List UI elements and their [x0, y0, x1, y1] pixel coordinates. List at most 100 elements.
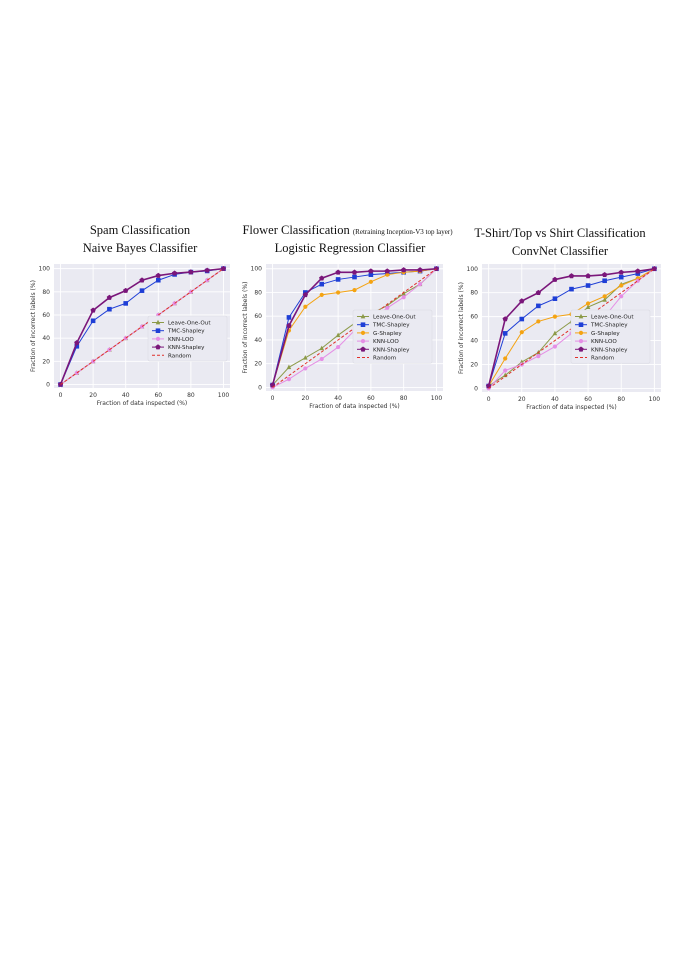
- x-tick-label: 20: [89, 392, 97, 399]
- legend-marker: [578, 313, 584, 319]
- data-point: [536, 303, 541, 309]
- data-point: [171, 270, 178, 276]
- legend-marker: [360, 322, 366, 327]
- x-axis-label: Fraction of data inspected (%): [526, 404, 617, 411]
- x-tick-label: 100: [649, 396, 661, 403]
- legend-marker: [578, 322, 584, 327]
- title-note: (Retraining Inception-V3 top layer): [352, 228, 453, 236]
- data-point: [139, 277, 145, 283]
- legend-marker: [578, 339, 584, 344]
- data-point: [319, 281, 325, 287]
- legend-label: TMC-Shapley: [372, 323, 410, 329]
- data-point: [568, 273, 575, 279]
- data-point: [74, 343, 80, 349]
- y-tick-label: 40: [254, 337, 262, 344]
- legend-box: [147, 315, 228, 362]
- data-point: [319, 356, 324, 362]
- chart-subtitle: Naive Bayes Classifier: [82, 241, 198, 255]
- y-tick-label: 100: [467, 266, 479, 273]
- x-tick-label: 0: [59, 392, 63, 399]
- y-tick-label: 60: [254, 313, 262, 320]
- data-point: [335, 277, 341, 282]
- data-point: [336, 290, 341, 295]
- data-point: [368, 272, 374, 277]
- data-point: [552, 344, 558, 349]
- x-tick-label: 40: [551, 396, 559, 403]
- legend-label: KNN-Shapley: [373, 347, 410, 353]
- data-point: [585, 273, 591, 279]
- legend-label: Random: [591, 356, 614, 362]
- legend-label: Leave-One-Out: [373, 315, 416, 321]
- data-point: [417, 282, 423, 287]
- legend-label: KNN-LOO: [591, 339, 617, 345]
- x-tick-label: 80: [400, 395, 408, 402]
- data-point: [401, 295, 406, 300]
- legend: Leave-One-Out TMC-Shapley G-Shapley KNN-LOO…: [352, 309, 433, 364]
- data-point: [502, 331, 508, 336]
- data-point: [155, 272, 161, 278]
- data-point: [303, 366, 308, 371]
- data-point: [123, 301, 129, 306]
- y-tick-label: 0: [258, 384, 262, 391]
- data-point: [90, 307, 96, 313]
- chart-title: Spam Classification: [20, 223, 260, 238]
- legend-label: KNN-LOO: [373, 339, 399, 345]
- legend-label: TMC-Shapley: [167, 329, 205, 335]
- data-point: [585, 301, 591, 306]
- data-point: [519, 316, 525, 322]
- data-point: [503, 356, 508, 361]
- y-tick-label: 40: [42, 335, 50, 342]
- data-point: [188, 269, 194, 275]
- data-point: [385, 272, 390, 277]
- data-point: [585, 304, 591, 309]
- y-tick-label: 20: [254, 361, 262, 368]
- chart-subtitle: ConvNet Classifier: [511, 244, 609, 258]
- legend-marker: [155, 344, 161, 350]
- data-point: [569, 286, 574, 292]
- data-point: [602, 278, 607, 284]
- legend-marker: [578, 330, 584, 335]
- x-tick-label: 80: [187, 392, 195, 399]
- data-point: [335, 269, 341, 275]
- legend-label: Random: [168, 353, 191, 359]
- data-point: [601, 271, 608, 278]
- x-tick-label: 60: [584, 396, 592, 403]
- x-tick-label: 20: [518, 396, 526, 403]
- x-tick-label: 100: [431, 395, 443, 402]
- data-point: [635, 268, 641, 274]
- y-tick-label: 40: [470, 338, 478, 345]
- legend-marker: [578, 346, 584, 352]
- chart-tshirt: 0 20 40 60 80 100 0 20 40 60 80 100 Fraction of data…: [458, 264, 661, 411]
- chart-subtitle: Logistic Regression Classifier: [274, 241, 426, 255]
- y-tick-label: 80: [254, 289, 262, 296]
- data-point: [335, 332, 341, 338]
- data-point: [635, 271, 641, 276]
- chart-title: Flower Classification (Retraining Incept…: [235, 223, 460, 238]
- data-point: [552, 330, 558, 336]
- data-point: [351, 269, 358, 275]
- data-point: [286, 364, 292, 370]
- data-point: [139, 288, 145, 293]
- legend-label: Random: [373, 356, 396, 362]
- data-point: [74, 340, 80, 346]
- chart-flower: 0 20 40 60 80 100 0 20 40 60 80 100 Fraction of data…: [242, 264, 443, 410]
- data-point: [384, 268, 390, 274]
- x-axis-label: Fraction of data inspected (%): [97, 400, 188, 407]
- y-tick-label: 60: [470, 314, 478, 321]
- y-tick-label: 0: [46, 382, 50, 389]
- x-tick-label: 20: [302, 395, 310, 402]
- y-tick-label: 80: [470, 290, 478, 297]
- data-point: [123, 287, 129, 293]
- legend-label: KNN-LOO: [168, 337, 194, 343]
- legend-label: Leave-One-Out: [591, 315, 634, 321]
- data-point: [602, 297, 607, 302]
- data-point: [155, 277, 161, 283]
- y-tick-label: 100: [39, 266, 51, 273]
- data-point: [619, 294, 624, 299]
- chart-spam: 0 20 40 60 80 100 0 20 40 60 80 100 Fraction of data…: [30, 264, 230, 407]
- legend-label: G-Shapley: [373, 331, 402, 337]
- data-point: [352, 288, 357, 293]
- data-point: [368, 268, 374, 274]
- data-point: [106, 294, 113, 300]
- y-axis-label: Fraction of incorrect labels (%): [30, 280, 37, 372]
